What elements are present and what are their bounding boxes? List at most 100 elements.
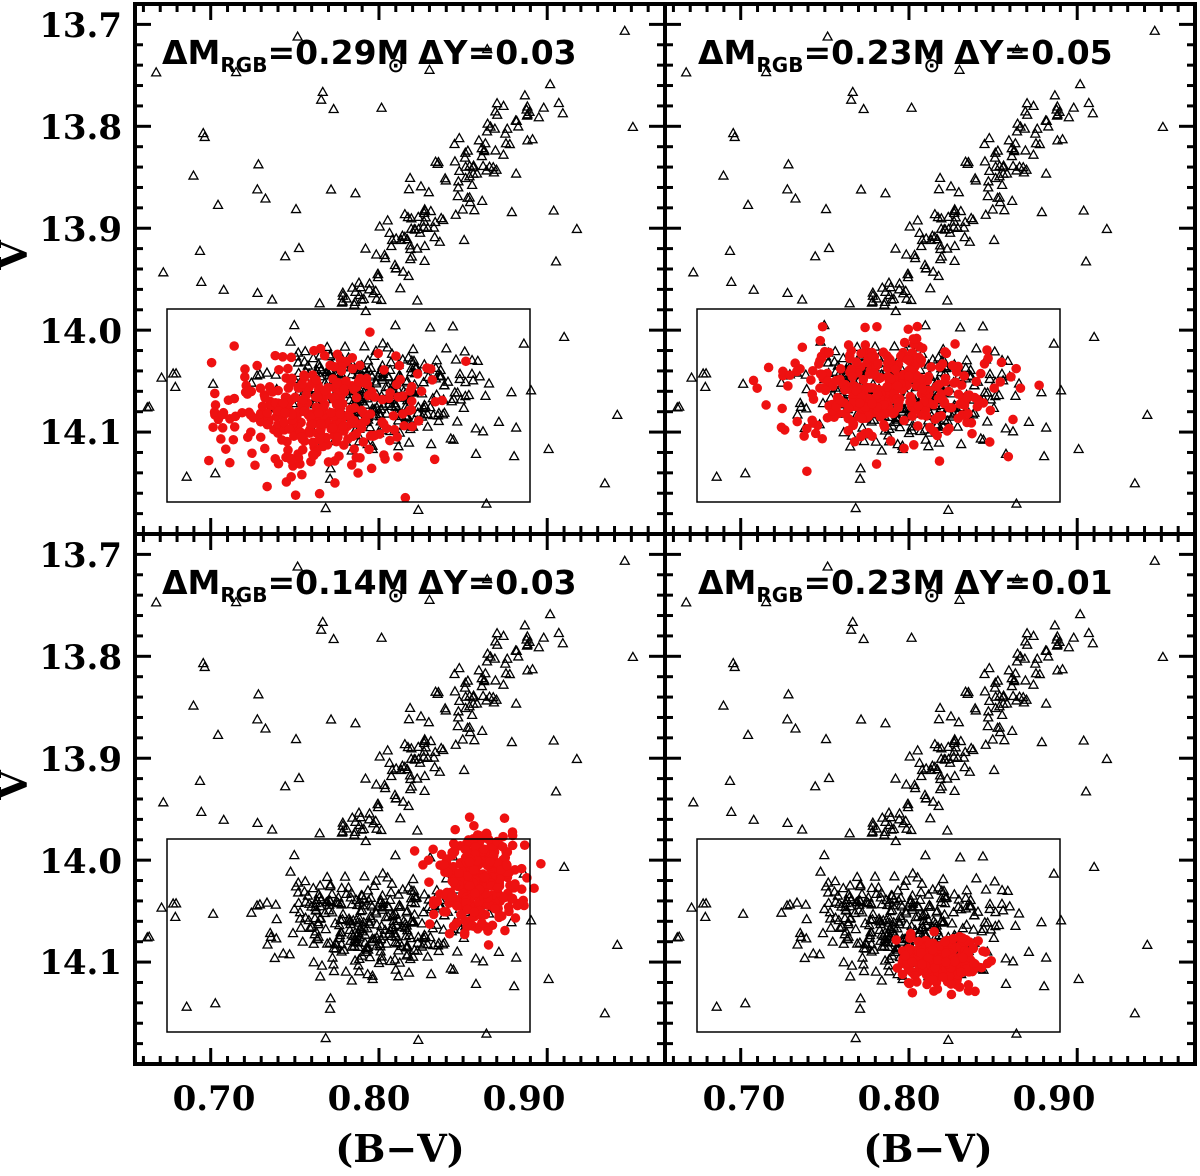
- observed-star-marker: [452, 720, 464, 731]
- observed-star-marker: [460, 160, 472, 171]
- observed-star-marker: [371, 931, 383, 942]
- observed-star-marker: [251, 369, 263, 380]
- observed-star-marker: [856, 888, 868, 899]
- observed-star-marker: [894, 421, 906, 432]
- simulated-star-marker: [923, 953, 933, 963]
- observed-star-marker: [809, 780, 821, 791]
- observed-star-marker: [853, 904, 865, 915]
- observed-star-marker: [521, 630, 533, 641]
- observed-star-marker: [370, 778, 382, 789]
- observed-star-marker: [961, 884, 973, 895]
- simulated-star-marker: [319, 350, 330, 361]
- observed-star-marker: [870, 822, 883, 833]
- observed-star-marker: [550, 785, 562, 796]
- simulated-star-marker: [228, 434, 239, 445]
- simulated-star-marker: [472, 830, 483, 840]
- observed-star-marker: [905, 294, 917, 305]
- observed-star-marker: [409, 897, 421, 908]
- observed-star-marker: [1068, 631, 1080, 642]
- observed-star-marker: [499, 127, 511, 138]
- observed-star-marker: [1051, 664, 1064, 675]
- simulated-star-marker: [470, 841, 481, 852]
- observed-star-marker: [449, 685, 461, 696]
- observed-star-marker: [386, 930, 398, 940]
- observed-star-marker: [983, 662, 995, 673]
- observed-star-marker: [425, 438, 437, 449]
- observed-star-marker: [521, 134, 534, 145]
- observed-star-marker: [339, 340, 351, 351]
- simulated-star-marker: [899, 443, 909, 454]
- simulated-star-marker: [358, 417, 369, 428]
- observed-star-marker: [1051, 630, 1063, 641]
- observed-star-marker: [959, 761, 971, 772]
- observed-star-marker: [599, 477, 611, 488]
- observed-star-marker: [1063, 641, 1075, 652]
- observed-star-marker: [326, 888, 338, 899]
- observed-star-marker: [915, 770, 927, 781]
- observed-star-marker: [884, 905, 897, 916]
- simulated-star-marker: [448, 838, 459, 849]
- observed-star-marker: [251, 183, 263, 194]
- observed-star-marker: [366, 900, 378, 911]
- observed-star-marker: [1021, 638, 1033, 649]
- simulated-star-marker: [937, 359, 948, 369]
- observed-star-marker: [988, 764, 1000, 775]
- simulated-star-marker: [858, 374, 869, 385]
- simulated-star-marker: [963, 980, 974, 990]
- simulated-star-marker: [424, 877, 434, 887]
- observed-star-marker: [922, 888, 935, 899]
- observed-star-marker: [934, 172, 946, 183]
- observed-star-marker: [386, 877, 398, 888]
- observed-star-marker: [900, 248, 912, 259]
- observed-star-marker: [298, 885, 311, 896]
- observed-star-marker: [748, 813, 760, 824]
- observed-star-marker: [876, 444, 888, 455]
- observed-star-marker: [362, 968, 374, 979]
- simulated-star-marker: [907, 957, 917, 967]
- observed-star-marker: [370, 248, 382, 259]
- observed-star-marker: [325, 713, 337, 724]
- observed-star-marker: [141, 931, 153, 942]
- simulated-star-marker: [392, 432, 403, 442]
- simulated-star-marker: [229, 393, 240, 404]
- observed-star-marker: [936, 250, 948, 261]
- observed-star-marker: [302, 889, 314, 900]
- observed-star-marker: [980, 883, 992, 894]
- observed-star-marker: [419, 770, 431, 781]
- observed-star-marker: [832, 889, 844, 900]
- observed-star-marker: [901, 918, 913, 929]
- observed-star-marker: [324, 462, 337, 473]
- observed-star-marker: [504, 138, 516, 149]
- observed-star-marker: [298, 355, 311, 366]
- observed-star-marker: [346, 368, 358, 379]
- observed-star-marker: [978, 138, 991, 149]
- observed-star-marker: [886, 889, 898, 900]
- observed-star-marker: [508, 980, 520, 991]
- observed-star-marker: [886, 823, 898, 834]
- observed-star-marker: [941, 294, 953, 305]
- observed-star-marker: [408, 753, 420, 764]
- observed-star-marker: [842, 930, 855, 941]
- observed-star-marker: [392, 440, 405, 451]
- simulated-star-marker: [333, 432, 343, 443]
- observed-star-marker: [209, 997, 221, 1008]
- observed-star-marker: [699, 381, 711, 392]
- simulated-star-marker: [864, 369, 875, 379]
- simulated-star-marker: [831, 375, 841, 386]
- observed-star-marker: [252, 158, 265, 169]
- observed-star-marker: [385, 240, 397, 251]
- observed-star-marker: [1157, 121, 1169, 132]
- observed-star-marker: [399, 208, 411, 219]
- observed-star-marker: [687, 796, 699, 807]
- simulated-star-marker: [483, 926, 493, 936]
- simulated-star-marker: [240, 364, 250, 374]
- observed-star-marker: [451, 945, 463, 956]
- simulated-star-marker: [792, 416, 803, 427]
- simulated-star-marker: [973, 936, 983, 946]
- observed-star-marker: [266, 823, 278, 834]
- simulated-star-marker: [320, 385, 330, 396]
- observed-star-marker: [259, 192, 272, 203]
- observed-star-marker: [476, 195, 488, 206]
- observed-star-marker: [1051, 109, 1063, 120]
- observed-star-marker: [346, 281, 358, 292]
